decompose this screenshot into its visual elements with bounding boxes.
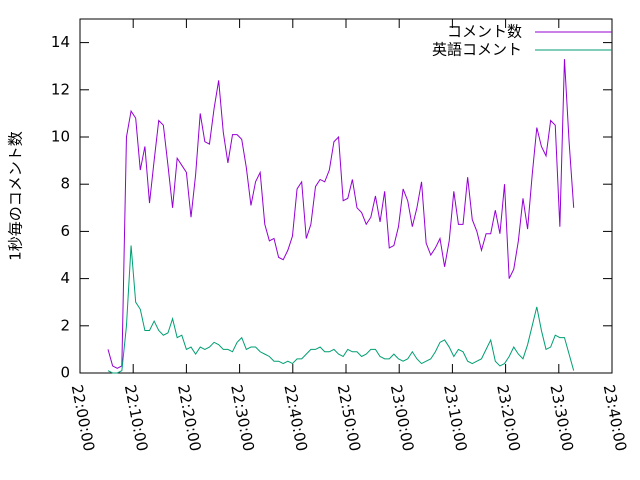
series-line (107, 245, 575, 374)
y-tick-label: 4 (60, 269, 70, 287)
y-tick-label: 14 (51, 33, 70, 51)
y-tick-label: 10 (51, 128, 70, 146)
legend-label: コメント数 (447, 23, 522, 41)
y-tick-label: 0 (60, 364, 70, 382)
legend-label: 英語コメント (432, 41, 522, 59)
y-tick-label: 8 (60, 175, 70, 193)
plot-border (79, 18, 613, 374)
y-tick-label: 12 (51, 80, 70, 98)
series-line (107, 59, 575, 369)
y-tick-label: 2 (60, 316, 70, 334)
y-axis-label: 1秒毎のコメント数 (7, 131, 25, 261)
y-tick-label: 6 (60, 222, 70, 240)
